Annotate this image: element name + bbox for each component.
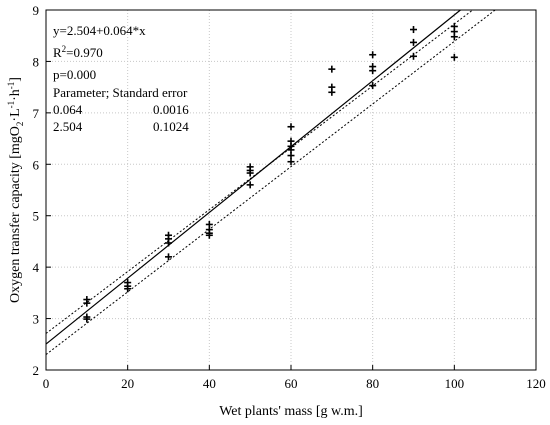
data-point [287, 152, 295, 160]
data-point [165, 253, 172, 261]
data-point [369, 82, 377, 90]
y-tick-label: 9 [33, 3, 40, 18]
intercept-parameter: 2.504 [53, 119, 83, 134]
data-point [205, 231, 213, 239]
data-point [450, 33, 458, 41]
confidence-band-upper [45, 9, 474, 334]
confidence-band [45, 9, 496, 355]
data-point [287, 158, 295, 166]
x-tick-label: 40 [203, 376, 216, 391]
x-tick-label: 100 [445, 376, 465, 391]
data-point [369, 67, 377, 75]
y-axis-title-part: 2 [15, 122, 25, 127]
data-points [83, 22, 458, 323]
data-point [165, 239, 172, 247]
y-axis-title-part: ] [8, 77, 23, 82]
x-tick-label: 120 [526, 376, 546, 391]
y-axis-title-part: -1 [6, 82, 16, 90]
stats-box: y=2.504+0.064*x R2=0.970 p=0.000 Paramet… [53, 23, 189, 134]
y-tick-label: 6 [33, 157, 40, 172]
regression-equation: y=2.504+0.064*x [53, 23, 146, 38]
y-tick-label: 5 [33, 209, 40, 224]
p-value: p=0.000 [53, 67, 96, 82]
data-point [410, 26, 417, 34]
data-point [124, 285, 132, 293]
x-tick-label: 80 [366, 376, 379, 391]
data-point [410, 52, 417, 60]
slope-parameter: 0.064 [53, 102, 83, 117]
y-tick-label: 2 [33, 363, 40, 378]
slope-error: 0.0016 [153, 102, 189, 117]
y-axis-title-part: ·h [8, 89, 23, 101]
confidence-band-lower [45, 9, 496, 355]
data-point [450, 53, 458, 61]
data-point [83, 315, 91, 323]
x-axis-title: Wet plants' mass [g w.m.] [219, 404, 363, 419]
data-point [369, 51, 377, 59]
y-axis-title: Oxygen transfer capacity [mgO2·L-1·h-1] [6, 77, 25, 303]
x-tick-label: 0 [43, 376, 50, 391]
data-point [246, 169, 254, 177]
data-point [328, 88, 336, 96]
x-axis-ticks: 0 20 40 60 80 100 120 [43, 365, 546, 391]
y-tick-label: 7 [33, 106, 40, 121]
y-tick-label: 3 [33, 312, 40, 327]
grid-lines [46, 10, 536, 370]
r-squared: R2=0.970 [53, 44, 103, 60]
y-axis-ticks: 2 3 4 5 6 7 8 9 [33, 3, 51, 378]
x-tick-label: 20 [121, 376, 134, 391]
y-tick-label: 8 [33, 54, 40, 69]
regression-line [45, 9, 461, 345]
y-axis-title-part: Oxygen transfer capacity [mgO [8, 126, 23, 303]
data-point [410, 38, 417, 46]
x-tick-label: 60 [285, 376, 298, 391]
y-axis-title-part: ·L [8, 108, 23, 121]
data-point [246, 181, 254, 189]
y-tick-label: 4 [33, 260, 40, 275]
parameter-header: Parameter; Standard error [53, 85, 188, 100]
y-axis-title-part: -1 [6, 101, 16, 109]
data-point [328, 65, 336, 73]
regression-fit-line [45, 9, 461, 345]
data-point [287, 123, 295, 131]
data-point [83, 299, 91, 307]
intercept-error: 0.1024 [153, 119, 189, 134]
